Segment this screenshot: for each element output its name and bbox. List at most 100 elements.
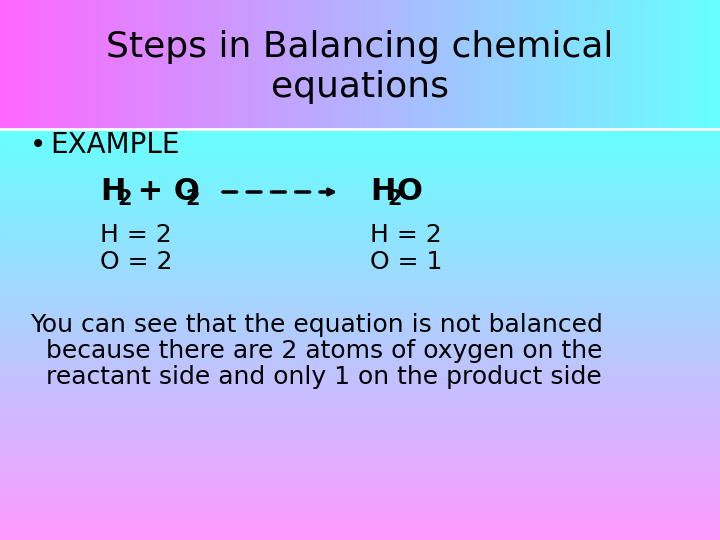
Bar [0, 399, 720, 400]
Bar [245, 0, 248, 129]
Bar [0, 167, 720, 169]
Bar [436, 0, 438, 129]
Bar [267, 0, 270, 129]
Bar [540, 0, 543, 129]
Bar [0, 347, 720, 349]
Bar [62, 0, 65, 129]
Bar [3, 0, 6, 129]
Bar [0, 179, 720, 180]
Bar [0, 505, 720, 507]
Bar [630, 0, 633, 129]
Bar [0, 288, 720, 289]
Bar [400, 0, 402, 129]
Bar [346, 0, 348, 129]
Bar [9, 0, 12, 129]
Bar [0, 380, 720, 381]
Bar [0, 437, 720, 439]
Bar [521, 0, 523, 129]
Bar [661, 0, 664, 129]
Bar [0, 219, 720, 220]
Bar [189, 0, 192, 129]
Bar [0, 423, 720, 424]
Bar [0, 466, 720, 468]
Bar [0, 172, 720, 174]
Bar [608, 0, 611, 129]
Bar [611, 0, 613, 129]
Bar [258, 0, 261, 129]
Bar [166, 0, 168, 129]
Bar [0, 359, 720, 360]
Bar [0, 233, 720, 235]
Bar [0, 210, 720, 211]
Bar [402, 0, 405, 129]
Bar [0, 203, 720, 205]
Bar [492, 0, 495, 129]
Bar [0, 208, 720, 210]
Bar [0, 439, 720, 441]
Bar [526, 0, 528, 129]
Bar [0, 450, 720, 451]
Bar [78, 0, 81, 129]
Bar [315, 0, 318, 129]
Bar [0, 471, 720, 472]
Bar [568, 0, 571, 129]
Bar [22, 0, 25, 129]
Bar [537, 0, 540, 129]
Bar [0, 258, 720, 259]
Bar [0, 384, 720, 386]
Bar [177, 0, 180, 129]
Bar [528, 0, 531, 129]
Bar [0, 248, 720, 249]
Bar [0, 537, 720, 538]
Bar [0, 232, 720, 233]
Bar [372, 0, 374, 129]
Bar [115, 0, 118, 129]
Bar [0, 500, 720, 502]
Bar [0, 180, 720, 182]
Bar [0, 309, 720, 310]
Bar [0, 164, 720, 166]
Bar [0, 372, 720, 373]
Bar [0, 266, 720, 267]
Bar [0, 477, 720, 479]
Text: You can see that the equation is not balanced: You can see that the equation is not bal… [30, 313, 603, 337]
Bar [0, 538, 720, 540]
Bar [93, 0, 96, 129]
Bar [495, 0, 498, 129]
Bar [0, 407, 720, 408]
Text: H = 2: H = 2 [370, 223, 442, 247]
Bar [585, 0, 588, 129]
Bar [391, 0, 394, 129]
Bar [487, 0, 490, 129]
Bar [678, 0, 680, 129]
Bar [0, 498, 720, 500]
Bar [0, 375, 720, 376]
Bar [498, 0, 500, 129]
Bar [0, 410, 720, 411]
Bar [222, 0, 225, 129]
Text: because there are 2 atoms of oxygen on the: because there are 2 atoms of oxygen on t… [30, 339, 603, 363]
Bar [0, 315, 720, 317]
Bar [298, 0, 301, 129]
Bar [279, 0, 282, 129]
Bar [40, 0, 42, 129]
Bar [186, 0, 189, 129]
Bar [31, 0, 34, 129]
Bar [0, 524, 720, 525]
Bar [99, 0, 102, 129]
Bar [639, 0, 642, 129]
Bar [0, 154, 720, 156]
Bar [0, 455, 720, 456]
Bar [351, 0, 354, 129]
Bar [562, 0, 565, 129]
Bar [408, 0, 410, 129]
Bar [369, 0, 372, 129]
Bar [0, 444, 720, 446]
Bar [0, 365, 720, 367]
Bar [0, 228, 720, 230]
Bar [289, 0, 292, 129]
Bar [0, 484, 720, 485]
Bar [397, 0, 400, 129]
Bar [0, 511, 720, 512]
Bar [0, 405, 720, 407]
